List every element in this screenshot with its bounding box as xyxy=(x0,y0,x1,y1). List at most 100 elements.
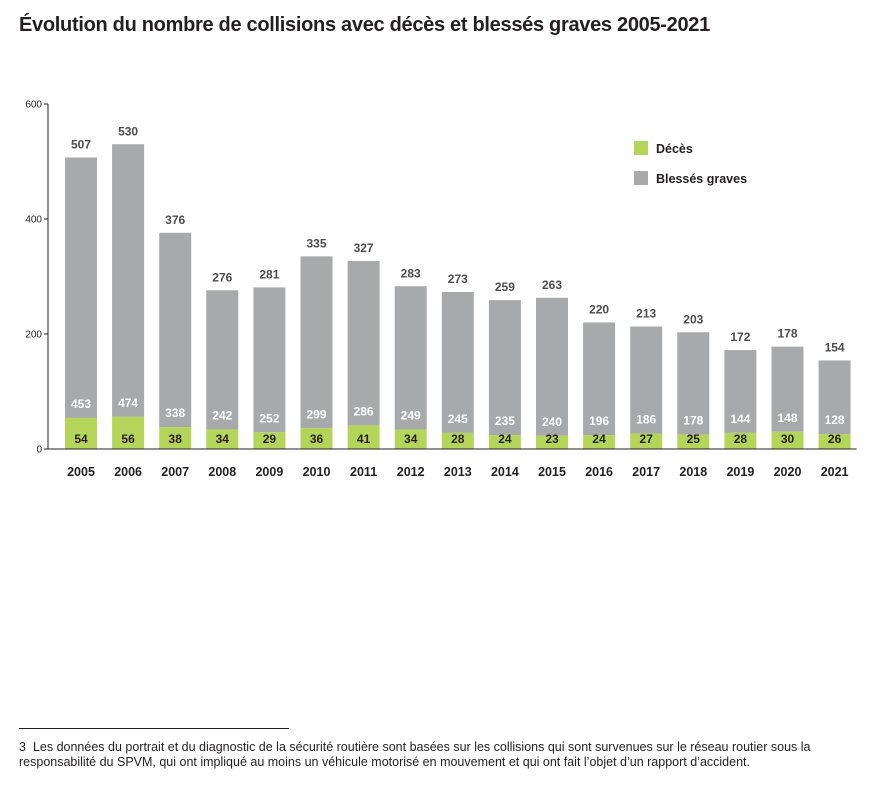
footnote-number: 3 xyxy=(19,740,26,754)
bar-blesses-graves xyxy=(159,232,192,428)
blesses-graves-value-label: 240 xyxy=(542,415,562,429)
total-label: 259 xyxy=(495,280,515,294)
bar-blesses-graves xyxy=(394,286,427,430)
bar-deces xyxy=(583,435,616,449)
total-label: 530 xyxy=(118,124,138,138)
deces-value-label: 26 xyxy=(828,432,842,446)
bar-deces xyxy=(441,432,474,449)
bar-blesses-graves xyxy=(630,326,663,434)
bar-deces xyxy=(488,435,521,449)
blesses-graves-value-label: 144 xyxy=(730,412,750,426)
total-label: 276 xyxy=(212,270,232,284)
bar-deces xyxy=(300,428,333,449)
total-label: 281 xyxy=(259,267,279,281)
total-label: 154 xyxy=(825,340,845,354)
total-label: 273 xyxy=(448,272,468,286)
total-label: 203 xyxy=(683,312,703,326)
bar-deces xyxy=(112,416,145,449)
y-tick-label: 400 xyxy=(25,215,42,226)
bar-blesses-graves xyxy=(441,292,474,433)
footnote-text: Les données du portrait et du diagnostic… xyxy=(19,740,811,769)
bar-blesses-graves xyxy=(771,346,804,432)
legend-swatch-blesses-graves xyxy=(634,171,648,185)
bar-deces xyxy=(818,434,851,449)
y-tick-label: 200 xyxy=(25,330,42,341)
total-label: 220 xyxy=(589,303,609,317)
x-tick-label: 2015 xyxy=(538,465,566,479)
total-label: 213 xyxy=(636,307,656,321)
x-tick-label: 2008 xyxy=(208,465,236,479)
total-label: 335 xyxy=(306,236,326,250)
deces-value-label: 24 xyxy=(498,432,512,446)
blesses-graves-value-label: 196 xyxy=(589,414,609,428)
deces-value-label: 23 xyxy=(545,432,559,446)
deces-value-label: 56 xyxy=(121,432,135,446)
total-label: 178 xyxy=(777,327,797,341)
bar-deces xyxy=(206,429,239,449)
bar-deces xyxy=(536,435,568,449)
y-tick-label: 0 xyxy=(36,445,42,456)
x-tick-label: 2016 xyxy=(585,465,613,479)
chart-title: Évolution du nombre de collisions avec d… xyxy=(19,14,710,36)
blesses-graves-value-label: 252 xyxy=(259,411,279,425)
bar-deces xyxy=(630,433,663,449)
bar-deces xyxy=(347,425,380,449)
total-label: 263 xyxy=(542,278,562,292)
bar-blesses-graves xyxy=(677,332,710,435)
deces-value-label: 28 xyxy=(451,432,465,446)
deces-value-label: 54 xyxy=(74,432,88,446)
bar-blesses-graves xyxy=(347,260,380,426)
bar-blesses-graves xyxy=(112,144,145,417)
bar-blesses-graves xyxy=(583,322,616,436)
x-tick-label: 2009 xyxy=(255,465,283,479)
bar-deces xyxy=(724,432,757,449)
deces-value-label: 24 xyxy=(592,432,606,446)
bar-blesses-graves xyxy=(206,290,239,430)
x-tick-label: 2017 xyxy=(632,465,660,479)
x-tick-label: 2014 xyxy=(491,465,519,479)
blesses-graves-value-label: 245 xyxy=(448,412,468,426)
footnote: 3 Les données du portrait et du diagnosti… xyxy=(19,740,869,770)
x-tick-label: 2011 xyxy=(350,465,377,479)
x-tick-label: 2012 xyxy=(397,465,425,479)
deces-value-label: 38 xyxy=(169,432,183,446)
x-tick-label: 2020 xyxy=(774,465,802,479)
x-tick-label: 2006 xyxy=(114,465,142,479)
bar-deces xyxy=(677,434,710,449)
deces-value-label: 41 xyxy=(357,432,371,446)
x-tick-label: 2007 xyxy=(161,465,189,479)
total-label: 507 xyxy=(71,137,91,151)
bar-deces xyxy=(65,417,97,449)
deces-value-label: 30 xyxy=(781,432,795,446)
blesses-graves-value-label: 128 xyxy=(825,413,845,427)
bar-deces xyxy=(394,429,427,449)
bar-deces xyxy=(253,432,286,449)
deces-value-label: 27 xyxy=(640,432,654,446)
footnote-divider xyxy=(19,728,289,729)
bar-deces xyxy=(159,427,192,449)
y-tick-label: 600 xyxy=(25,100,42,111)
deces-value-label: 34 xyxy=(404,432,418,446)
x-tick-label: 2013 xyxy=(444,465,472,479)
x-tick-label: 2005 xyxy=(67,465,95,479)
blesses-graves-value-label: 286 xyxy=(354,404,374,418)
total-label: 172 xyxy=(730,330,750,344)
x-tick-label: 2018 xyxy=(679,465,707,479)
blesses-graves-value-label: 186 xyxy=(636,412,656,426)
blesses-graves-value-label: 338 xyxy=(165,406,185,420)
blesses-graves-value-label: 235 xyxy=(495,414,515,428)
legend-label-blesses-graves: Blessés graves xyxy=(656,172,747,186)
total-label: 376 xyxy=(165,213,185,227)
bar-deces xyxy=(771,431,804,449)
x-tick-label: 2010 xyxy=(303,465,331,479)
total-label: 283 xyxy=(401,266,421,280)
bar-blesses-graves xyxy=(253,287,286,433)
blesses-graves-value-label: 178 xyxy=(683,414,703,428)
deces-value-label: 28 xyxy=(734,432,748,446)
blesses-graves-value-label: 299 xyxy=(306,407,326,421)
stacked-bar-chart: 0 200 400 600 507 453 54 2005 530 474 56 2006 376 338… xyxy=(25,100,857,479)
deces-value-label: 34 xyxy=(216,432,230,446)
bar-blesses-graves xyxy=(724,350,757,433)
bar-blesses-graves xyxy=(536,297,568,436)
x-tick-label: 2019 xyxy=(726,465,754,479)
